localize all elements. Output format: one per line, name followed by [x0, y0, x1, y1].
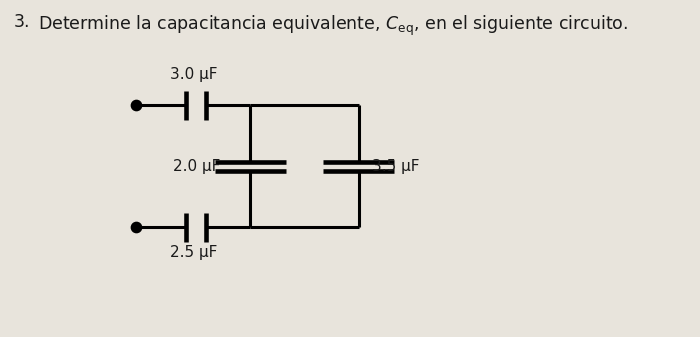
Point: [131, 224, 142, 230]
Text: 2.5 μF: 2.5 μF: [169, 245, 217, 260]
Text: 3.5 μF: 3.5 μF: [372, 159, 420, 174]
Point: [131, 102, 142, 108]
Text: 2.0 μF: 2.0 μF: [173, 159, 220, 174]
Text: 3.0 μF: 3.0 μF: [169, 67, 217, 82]
Text: 3.: 3.: [14, 13, 31, 31]
Text: Determine la capacitancia equivalente, $C_{\mathrm{eq}}$, en el siguiente circui: Determine la capacitancia equivalente, $…: [38, 13, 629, 38]
